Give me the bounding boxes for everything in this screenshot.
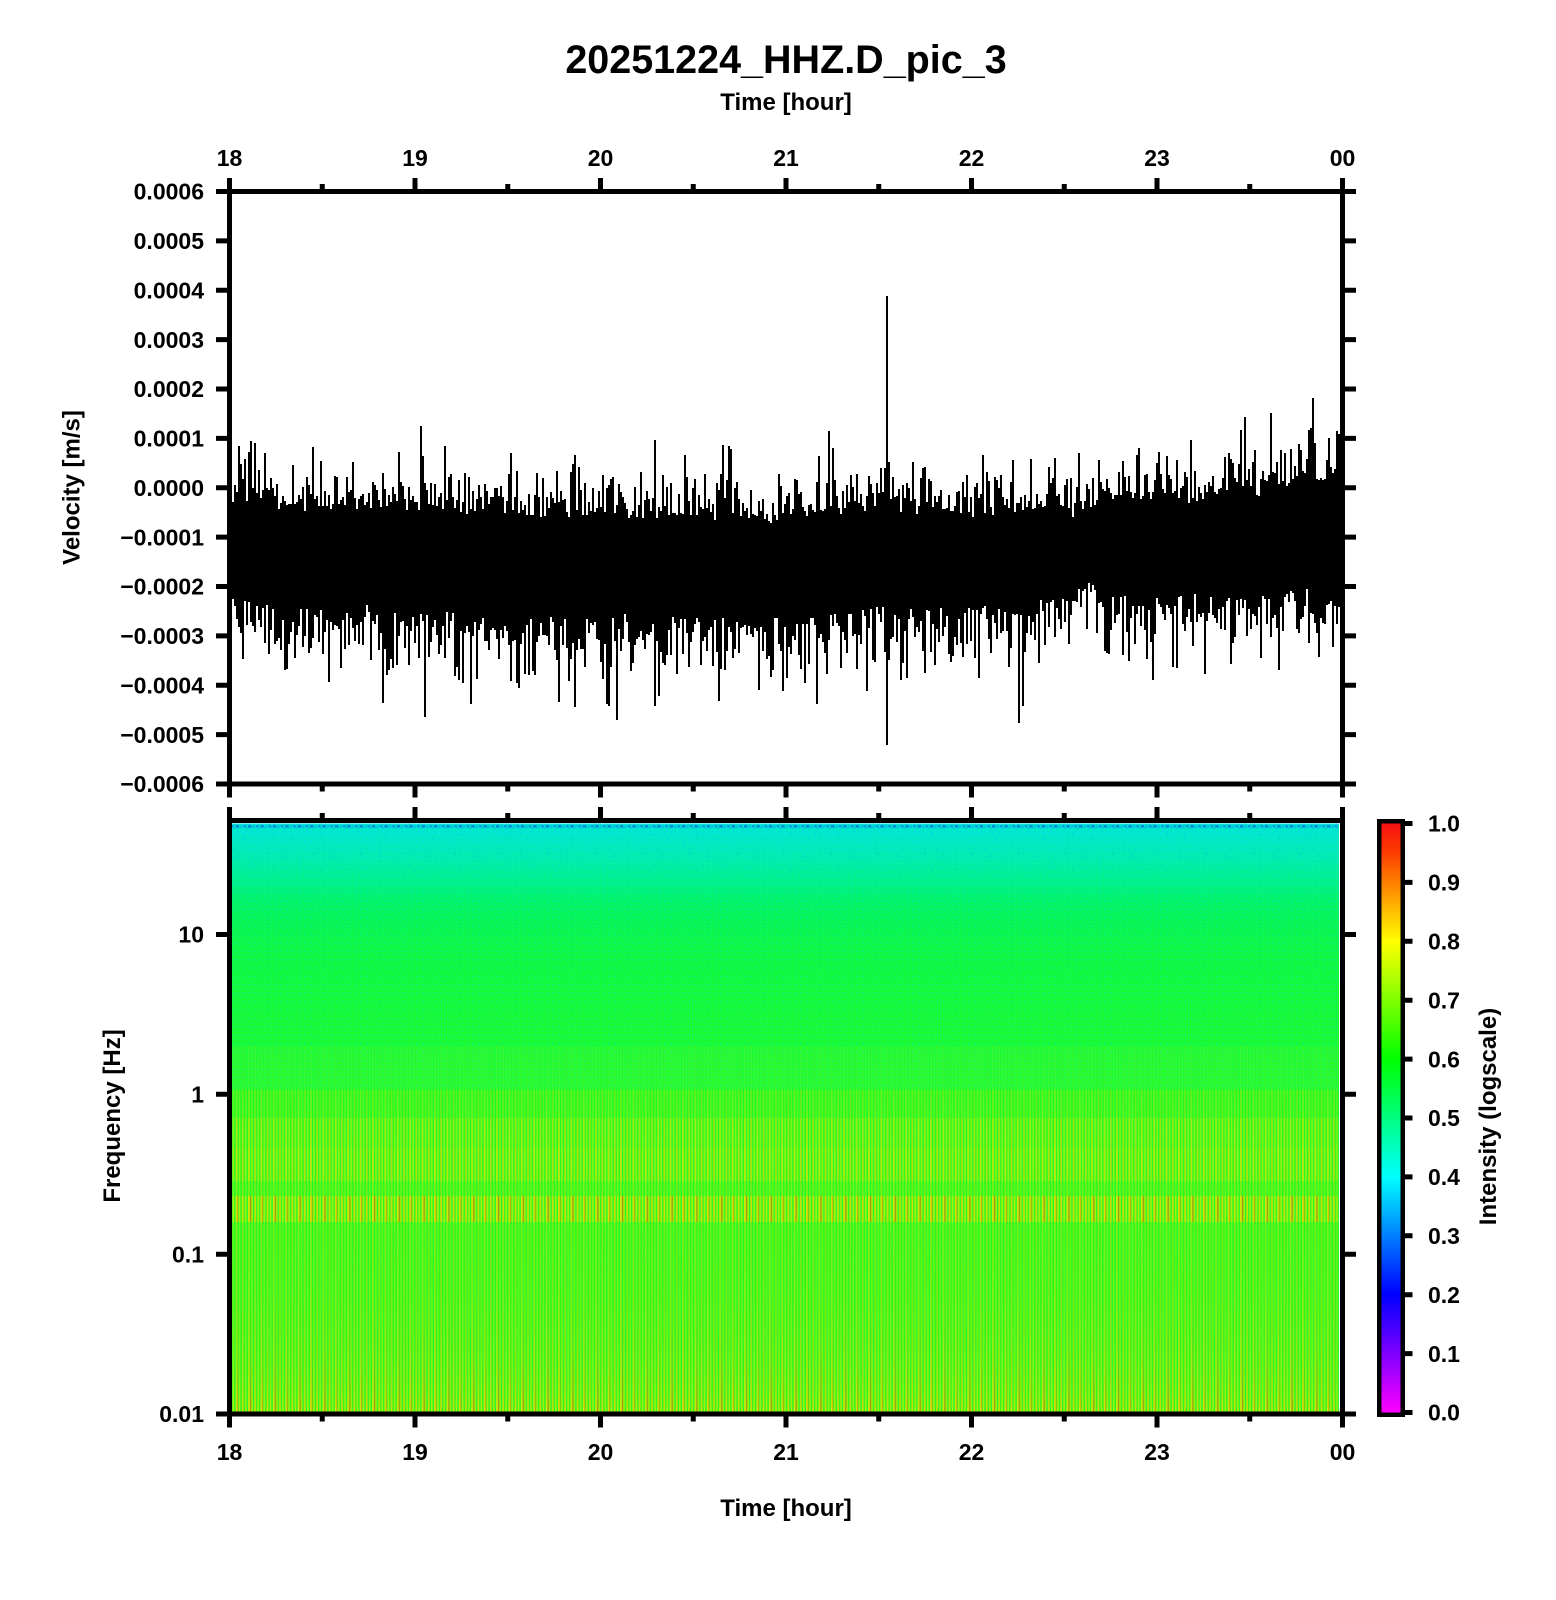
svg-text:0.9: 0.9 xyxy=(1428,870,1460,896)
svg-text:0.5: 0.5 xyxy=(1428,1105,1460,1131)
svg-text:23: 23 xyxy=(1144,145,1170,171)
svg-text:18: 18 xyxy=(217,145,243,171)
svg-text:0.0005: 0.0005 xyxy=(134,228,205,254)
svg-text:10: 10 xyxy=(178,922,204,948)
svg-text:−0.0004: −0.0004 xyxy=(120,672,204,698)
svg-text:19: 19 xyxy=(402,1439,428,1465)
svg-text:0.0001: 0.0001 xyxy=(134,426,205,452)
svg-text:0.01: 0.01 xyxy=(159,1401,204,1427)
svg-text:0.0: 0.0 xyxy=(1428,1400,1460,1426)
svg-text:Velocity [m/s]: Velocity [m/s] xyxy=(59,410,86,565)
svg-text:23: 23 xyxy=(1144,1439,1170,1465)
svg-text:Frequency [Hz]: Frequency [Hz] xyxy=(99,1029,126,1202)
svg-text:0.1: 0.1 xyxy=(1428,1341,1460,1367)
svg-text:1: 1 xyxy=(191,1082,204,1108)
svg-text:0.2: 0.2 xyxy=(1428,1282,1460,1308)
svg-text:20251224_HHZ.D_pic_3: 20251224_HHZ.D_pic_3 xyxy=(565,38,1006,82)
svg-text:00: 00 xyxy=(1330,145,1356,171)
svg-text:0.0002: 0.0002 xyxy=(134,376,204,402)
svg-text:0.0000: 0.0000 xyxy=(134,475,204,501)
svg-text:−0.0001: −0.0001 xyxy=(120,524,204,550)
svg-text:00: 00 xyxy=(1330,1439,1356,1465)
svg-text:0.0003: 0.0003 xyxy=(134,327,204,353)
svg-text:0.4: 0.4 xyxy=(1428,1164,1460,1190)
svg-text:0.0004: 0.0004 xyxy=(134,277,205,303)
svg-text:−0.0003: −0.0003 xyxy=(120,623,204,649)
svg-text:19: 19 xyxy=(402,145,428,171)
svg-text:0.6: 0.6 xyxy=(1428,1046,1460,1072)
svg-text:22: 22 xyxy=(959,145,985,171)
svg-text:20: 20 xyxy=(588,1439,614,1465)
svg-text:Time [hour]: Time [hour] xyxy=(720,1495,852,1522)
svg-text:21: 21 xyxy=(773,145,799,171)
svg-text:−0.0005: −0.0005 xyxy=(120,722,204,748)
svg-text:0.1: 0.1 xyxy=(172,1241,204,1267)
svg-text:22: 22 xyxy=(959,1439,985,1465)
svg-text:0.0006: 0.0006 xyxy=(134,179,204,205)
svg-text:21: 21 xyxy=(773,1439,799,1465)
svg-text:0.8: 0.8 xyxy=(1428,929,1460,955)
svg-text:0.7: 0.7 xyxy=(1428,987,1460,1013)
svg-text:−0.0006: −0.0006 xyxy=(120,771,204,797)
svg-text:Time [hour]: Time [hour] xyxy=(720,89,852,116)
svg-text:0.3: 0.3 xyxy=(1428,1223,1460,1249)
svg-text:20: 20 xyxy=(588,145,614,171)
svg-text:1.0: 1.0 xyxy=(1428,811,1460,837)
svg-text:−0.0002: −0.0002 xyxy=(120,574,204,600)
svg-text:18: 18 xyxy=(217,1439,243,1465)
svg-text:Intensity (logscale): Intensity (logscale) xyxy=(1475,1008,1502,1225)
